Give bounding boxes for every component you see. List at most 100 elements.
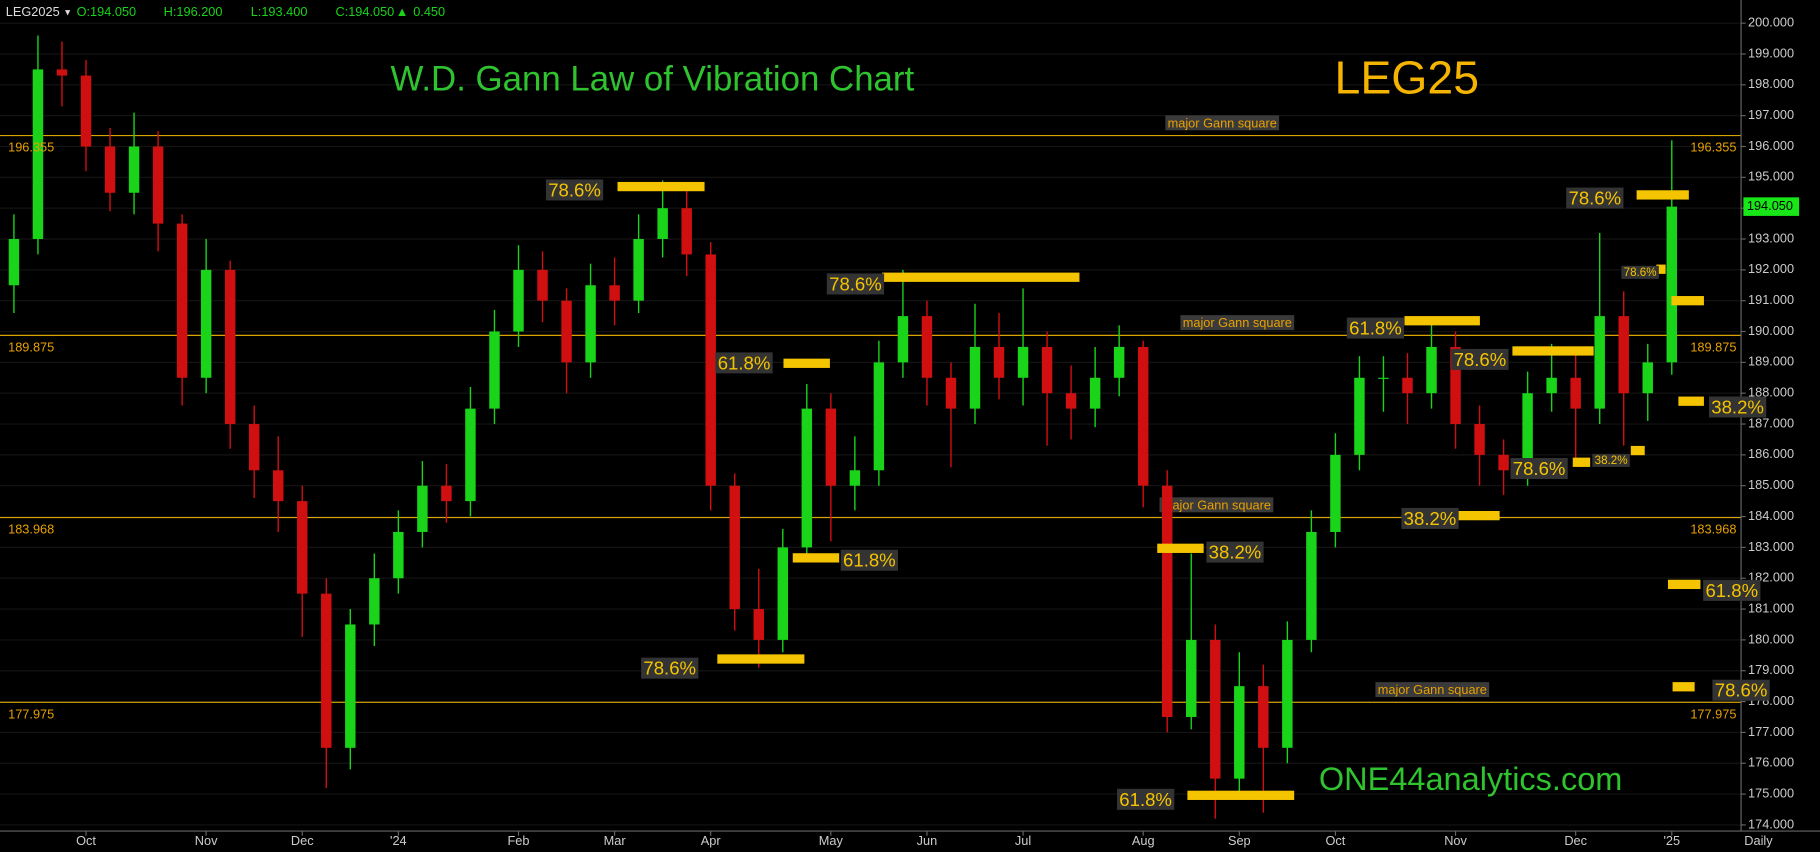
y-tick-label: 191.000: [1748, 292, 1794, 307]
candle-body: [777, 547, 789, 640]
y-tick-label: 192.000: [1748, 261, 1794, 276]
candle-body: [393, 531, 404, 579]
dropdown-icon[interactable]: ▾: [65, 8, 70, 19]
gann-level-right: 196.355: [1690, 140, 1736, 155]
label-background: [1180, 315, 1295, 331]
fib-level-bar: [1656, 264, 1666, 274]
candle-body: [945, 377, 957, 409]
y-tick-label: 177.000: [1748, 724, 1794, 739]
ohlc-high: H:196.200: [164, 4, 223, 19]
candle-body: [224, 269, 236, 425]
gann-level-left: 177.975: [8, 706, 54, 721]
x-tick-label: May: [819, 833, 844, 848]
fib-level-label: 78.6%: [1715, 680, 1768, 701]
label-background: [1451, 348, 1509, 370]
x-tick-label: Feb: [507, 833, 529, 848]
candle-body: [1041, 346, 1053, 394]
fib-level-bar: [783, 358, 830, 368]
fib-level-bar: [1572, 457, 1591, 467]
fib-level-label: 61.8%: [1705, 580, 1758, 601]
candle-body: [1258, 686, 1269, 748]
y-tick-label: 181.000: [1748, 600, 1794, 615]
symbol: LEG2025: [6, 4, 60, 19]
y-tick-label: 195.000: [1748, 169, 1794, 184]
candle-body: [345, 624, 356, 748]
fib-level-label: 61.8%: [843, 550, 896, 571]
candle-body: [1113, 346, 1125, 378]
x-tick-label: Jul: [1015, 833, 1031, 848]
y-tick-label: 176.000: [1748, 755, 1794, 770]
fib-level-label: 78.6%: [643, 658, 696, 679]
candle-body: [489, 331, 500, 409]
fib-level-bar: [1157, 543, 1204, 553]
gann-level-left: 196.355: [8, 140, 54, 155]
candle-body: [873, 362, 885, 471]
label-background: [1621, 265, 1659, 279]
y-tick-label: 196.000: [1748, 138, 1794, 153]
fib-level-bar: [1667, 579, 1701, 590]
candle-body: [417, 485, 428, 532]
candle-body: [513, 269, 524, 332]
label-background: [641, 657, 699, 679]
watermark: ONE44analytics.com: [1319, 761, 1622, 797]
candle-body: [1426, 346, 1437, 394]
candle-body: [1378, 377, 1389, 379]
candle-body: [753, 609, 764, 640]
fib-level-bar: [1187, 790, 1295, 800]
candle-body: [465, 408, 476, 502]
label-background: [1510, 458, 1568, 480]
gann-level-right: 183.968: [1690, 522, 1736, 537]
label-background: [715, 352, 773, 374]
candle-body: [1522, 393, 1533, 471]
ohlc-open: O:194.050: [77, 4, 137, 19]
x-tick-label: '24: [390, 833, 407, 848]
fib-level-bar: [1636, 190, 1689, 200]
candle-body: [921, 316, 933, 378]
fib-level-label: 61.8%: [1349, 318, 1402, 339]
gann-note: major Gann square: [1168, 115, 1277, 130]
candle-body: [633, 239, 644, 301]
candle-body: [1065, 393, 1077, 409]
last-price-box: [1743, 197, 1800, 216]
y-tick-label: 175.000: [1748, 785, 1794, 800]
candle-body: [1161, 485, 1173, 717]
x-tick-label: Oct: [1325, 833, 1345, 848]
candle-body: [441, 485, 452, 502]
axes: 174.000175.000176.000177.000178.000179.0…: [76, 15, 1794, 848]
fib-level-label: 38.2%: [1595, 454, 1628, 467]
label-background: [1346, 317, 1405, 339]
y-tick-label: 190.000: [1748, 323, 1794, 338]
candle-body: [369, 578, 380, 625]
candle-body: [273, 470, 284, 502]
candle-body: [56, 69, 68, 76]
gann-level-left: 183.968: [8, 522, 54, 537]
candle-body: [801, 408, 813, 548]
y-tick-label: 188.000: [1748, 385, 1794, 400]
candle-body: [1498, 454, 1509, 471]
candle-body: [200, 269, 212, 378]
label-background: [1165, 115, 1280, 131]
fib-level-label: 38.2%: [1404, 508, 1457, 529]
label-background: [1703, 579, 1761, 601]
x-tick-label: Apr: [701, 833, 722, 848]
candle-body: [993, 346, 1005, 378]
fib-level-label: 78.6%: [1569, 188, 1622, 209]
candle-body: [705, 254, 716, 486]
candle-body: [729, 485, 740, 610]
fib-level-label: 78.6%: [829, 273, 882, 294]
label-background: [1206, 541, 1264, 563]
timeframe: Daily: [1744, 833, 1773, 848]
chart-title: W.D. Gann Law of Vibration Chart: [390, 59, 914, 98]
candle-body: [1642, 362, 1653, 394]
candle-body: [657, 208, 668, 240]
change-icon: ▲: [396, 4, 409, 19]
fib-level-bar: [1678, 396, 1704, 406]
fib-level-bar: [617, 181, 705, 192]
label-background: [826, 273, 885, 295]
gann-note: major Gann square: [1162, 497, 1271, 512]
candle-body: [609, 285, 620, 301]
label-background: [1712, 679, 1770, 701]
candle-body: [248, 424, 260, 471]
y-tick-label: 187.000: [1748, 415, 1794, 430]
